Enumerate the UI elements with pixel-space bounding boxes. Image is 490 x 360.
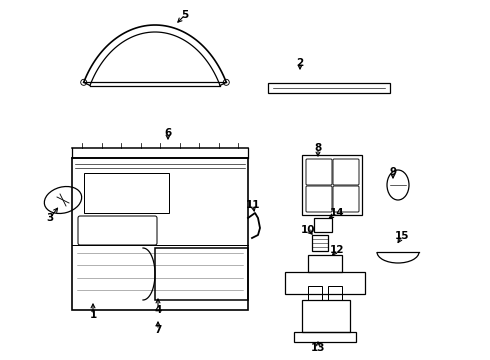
Bar	[302, 155, 362, 215]
Text: 5: 5	[181, 10, 189, 20]
Bar	[302, 300, 350, 332]
Bar	[314, 218, 332, 232]
Bar	[268, 83, 390, 93]
Text: 15: 15	[395, 231, 409, 241]
Text: 14: 14	[330, 208, 344, 218]
Text: 13: 13	[311, 343, 325, 353]
Text: 9: 9	[390, 167, 396, 177]
Bar	[155, 248, 248, 300]
Bar	[328, 286, 342, 300]
Bar	[308, 286, 322, 300]
Text: 1: 1	[89, 310, 97, 320]
Text: 4: 4	[154, 305, 162, 315]
Text: 10: 10	[301, 225, 315, 235]
Text: 3: 3	[47, 213, 53, 223]
Text: 6: 6	[164, 128, 171, 138]
Text: 12: 12	[330, 245, 344, 255]
Text: 2: 2	[296, 58, 304, 68]
Bar	[84, 173, 169, 213]
Bar	[72, 158, 248, 310]
Bar	[308, 255, 342, 272]
Text: 11: 11	[246, 200, 260, 210]
Bar	[294, 332, 356, 342]
Text: 8: 8	[315, 143, 321, 153]
Bar	[285, 272, 365, 294]
Bar	[312, 235, 328, 251]
Text: 7: 7	[154, 325, 162, 335]
